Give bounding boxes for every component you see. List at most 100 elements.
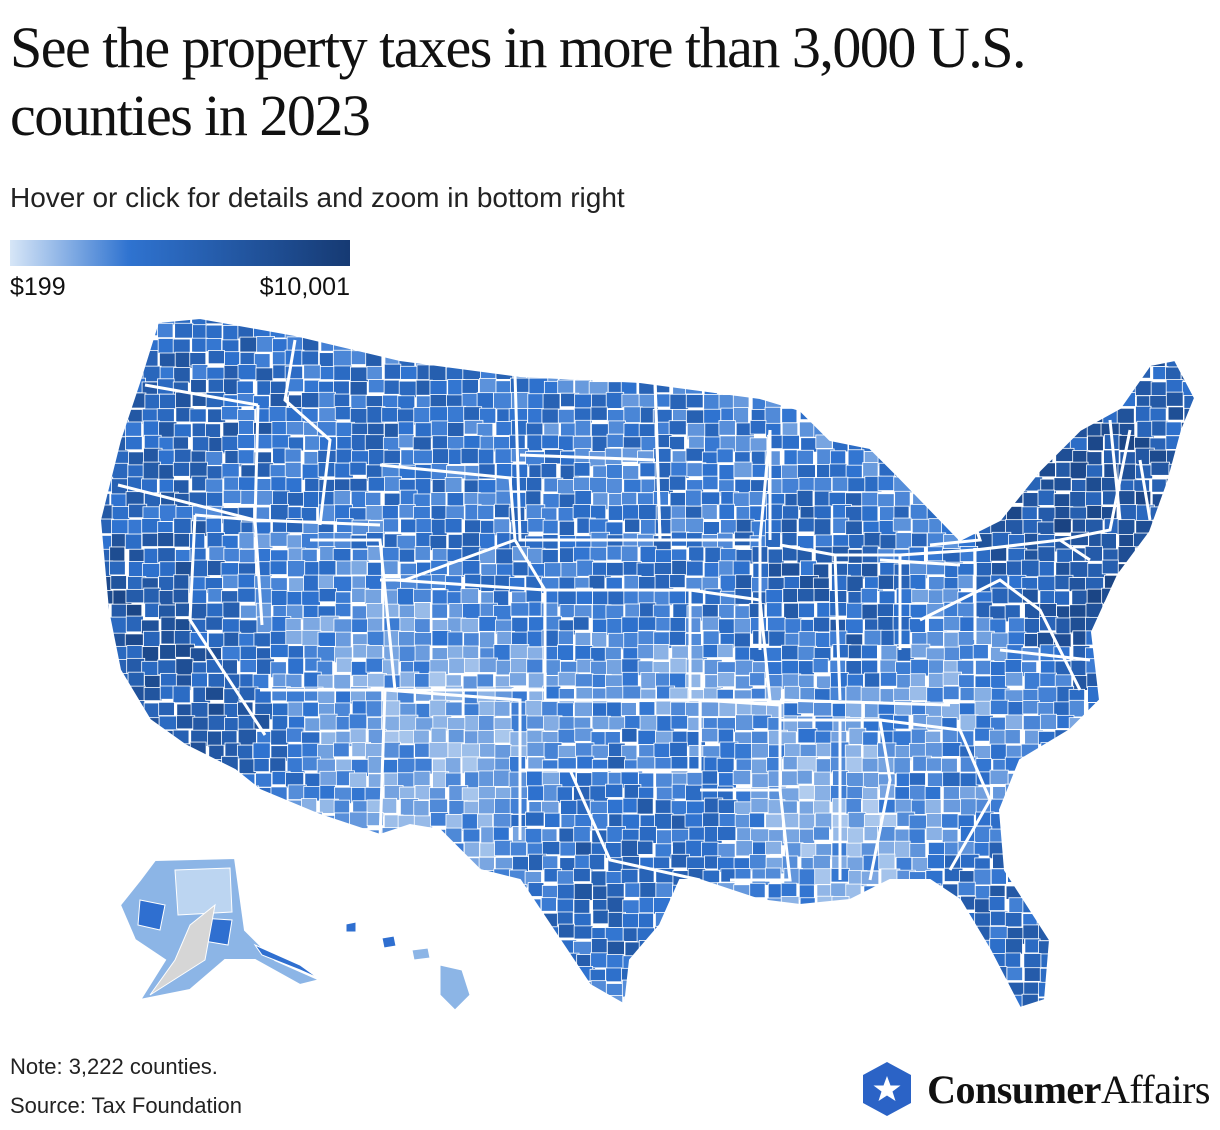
county-cell[interactable]	[591, 744, 609, 759]
county-cell[interactable]	[878, 853, 896, 870]
county-cell[interactable]	[126, 854, 147, 872]
county-cell[interactable]	[1086, 884, 1106, 901]
county-cell[interactable]	[127, 717, 147, 732]
county-cell[interactable]	[1053, 393, 1073, 410]
county-cell[interactable]	[157, 755, 177, 771]
county-cell[interactable]	[1007, 310, 1026, 326]
county-cell[interactable]	[1085, 476, 1104, 493]
county-cell[interactable]	[1068, 353, 1085, 371]
county-cell[interactable]	[1118, 534, 1135, 549]
county-cell[interactable]	[396, 587, 415, 606]
county-cell[interactable]	[798, 393, 816, 408]
county-cell[interactable]	[141, 532, 160, 547]
county-cell[interactable]	[318, 937, 335, 953]
county-cell[interactable]	[303, 574, 321, 593]
county-cell[interactable]	[1165, 895, 1185, 911]
county-cell[interactable]	[1007, 867, 1024, 883]
county-cell[interactable]	[655, 325, 673, 342]
county-cell[interactable]	[1022, 338, 1042, 356]
county-cell[interactable]	[206, 799, 225, 817]
county-cell[interactable]	[815, 434, 833, 449]
county-cell[interactable]	[908, 828, 926, 845]
county-cell[interactable]	[141, 311, 158, 327]
county-cell[interactable]	[669, 351, 688, 368]
county-cell[interactable]	[572, 616, 590, 631]
county-cell[interactable]	[367, 335, 386, 351]
county-cell[interactable]	[239, 645, 258, 661]
county-cell[interactable]	[526, 741, 547, 757]
county-cell[interactable]	[685, 941, 705, 957]
county-cell[interactable]	[510, 980, 530, 997]
county-cell[interactable]	[1135, 730, 1152, 746]
county-cell[interactable]	[480, 339, 500, 357]
county-cell[interactable]	[288, 309, 306, 325]
county-cell[interactable]	[1182, 827, 1199, 842]
county-cell[interactable]	[1200, 491, 1216, 505]
county-cell[interactable]	[927, 489, 944, 506]
county-cell[interactable]	[336, 657, 353, 673]
county-cell[interactable]	[284, 448, 302, 463]
county-cell[interactable]	[207, 714, 227, 731]
county-cell[interactable]	[1055, 1010, 1073, 1023]
county-cell[interactable]	[830, 968, 847, 985]
county-cell[interactable]	[896, 338, 914, 355]
county-cell[interactable]	[860, 587, 878, 604]
county-cell[interactable]	[111, 870, 130, 886]
county-cell[interactable]	[624, 996, 643, 1012]
county-cell[interactable]	[1037, 686, 1058, 704]
county-cell[interactable]	[461, 896, 482, 915]
county-cell[interactable]	[204, 786, 225, 802]
county-cell[interactable]	[942, 395, 961, 411]
county-cell[interactable]	[205, 423, 221, 439]
county-cell[interactable]	[95, 518, 114, 535]
county-cell[interactable]	[413, 311, 433, 326]
county-cell[interactable]	[446, 882, 463, 900]
county-cell[interactable]	[848, 378, 866, 394]
county-cell[interactable]	[1004, 912, 1023, 928]
county-cell[interactable]	[862, 380, 882, 399]
county-cell[interactable]	[1149, 771, 1168, 789]
county-cell[interactable]	[749, 672, 766, 687]
county-cell[interactable]	[1039, 435, 1060, 454]
county-cell[interactable]	[382, 883, 399, 900]
county-cell[interactable]	[543, 422, 560, 437]
county-cell[interactable]	[1103, 843, 1121, 861]
county-cell[interactable]	[1199, 644, 1216, 658]
county-cell[interactable]	[1054, 996, 1075, 1013]
county-cell[interactable]	[911, 910, 931, 925]
county-cell[interactable]	[1135, 895, 1153, 911]
county-cell[interactable]	[1054, 590, 1070, 606]
county-cell[interactable]	[765, 323, 782, 338]
county-cell[interactable]	[829, 686, 847, 702]
county-cell[interactable]	[287, 560, 306, 578]
county-cell[interactable]	[494, 339, 511, 356]
county-cell[interactable]	[255, 367, 274, 382]
county-cell[interactable]	[510, 602, 530, 617]
county-cell[interactable]	[716, 337, 733, 354]
county-cell[interactable]	[158, 840, 176, 859]
county-cell[interactable]	[447, 405, 467, 424]
county-cell[interactable]	[735, 910, 752, 929]
county-cell[interactable]	[109, 688, 127, 704]
county-cell[interactable]	[400, 841, 418, 857]
county-cell[interactable]	[622, 685, 642, 701]
county-cell[interactable]	[748, 812, 765, 828]
county-cell[interactable]	[97, 841, 116, 860]
county-cell[interactable]	[928, 659, 944, 675]
county-cell[interactable]	[1184, 590, 1201, 606]
county-cell[interactable]	[845, 464, 863, 480]
county-cell[interactable]	[157, 547, 176, 563]
county-cell[interactable]	[1183, 951, 1198, 966]
county-cell[interactable]	[656, 1012, 671, 1027]
county-cell[interactable]	[1071, 322, 1092, 340]
county-cell[interactable]	[1150, 759, 1171, 777]
county-cell[interactable]	[862, 941, 883, 958]
county-cell[interactable]	[304, 772, 321, 788]
county-cell[interactable]	[1084, 853, 1101, 871]
county-cell[interactable]	[861, 1009, 879, 1023]
county-cell[interactable]	[718, 896, 736, 911]
county-cell[interactable]	[1101, 937, 1119, 952]
county-cell[interactable]	[189, 839, 208, 856]
county-cell[interactable]	[189, 533, 206, 549]
county-cell[interactable]	[1101, 617, 1122, 632]
